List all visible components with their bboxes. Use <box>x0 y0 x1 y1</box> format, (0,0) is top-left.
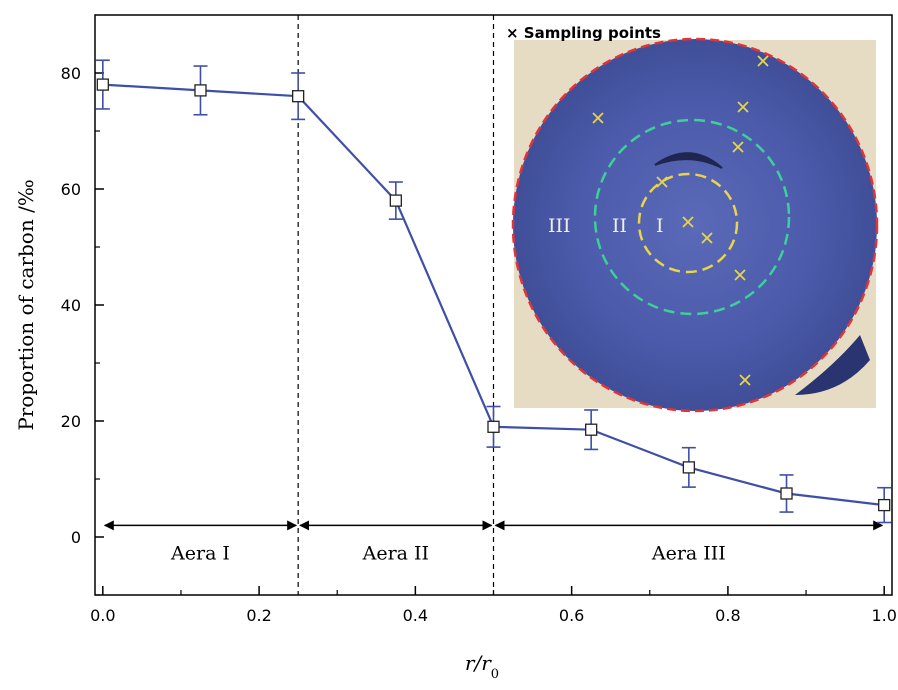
inset-disc <box>513 39 877 411</box>
x-tick-label: 1.0 <box>871 606 896 625</box>
x-axis-title-part: r <box>465 651 476 675</box>
sampling-point-mark <box>757 55 769 67</box>
y-tick-label: 40 <box>61 296 81 315</box>
data-point <box>780 487 793 500</box>
sampling-point-mark <box>734 269 746 281</box>
data-point <box>878 498 891 512</box>
y-tick-labels: 0 20 40 60 80 <box>61 64 81 547</box>
x-tick-label: 0.6 <box>559 606 584 625</box>
region-label: Aera I <box>170 542 230 564</box>
region-label: Aera III <box>651 542 726 564</box>
inset-legend: × Sampling points <box>506 24 661 42</box>
x-axis-title-part: / <box>472 651 483 675</box>
x-axis-title: r/r0 <box>465 651 499 682</box>
y-tick-label: 20 <box>61 412 81 431</box>
inset-ring-label: I <box>656 215 664 237</box>
inset-chip <box>795 335 870 395</box>
inset-legend-label: Sampling points <box>524 24 661 42</box>
inset-sampling-points <box>592 55 769 386</box>
sampling-point-stroke <box>757 55 769 67</box>
y-axis-title: Proportion of carbon /‰ <box>14 179 38 430</box>
region-boundaries <box>297 15 495 595</box>
sampling-point-mark <box>701 232 713 244</box>
sampling-point-stroke <box>701 232 713 244</box>
data-point <box>682 461 695 474</box>
sampling-point-stroke <box>682 216 694 228</box>
inset-photo: × Sampling points III II I <box>506 24 879 413</box>
inset-crack <box>654 152 723 169</box>
inset-inner-ring <box>637 172 739 274</box>
axis-ticks <box>95 72 885 596</box>
x-tick-label: 0.0 <box>90 606 115 625</box>
sampling-point-mark <box>592 112 604 124</box>
inset-legend-marker: × <box>506 24 524 42</box>
x-tick-label: 0.2 <box>246 606 271 625</box>
inset-outer-boundary <box>511 37 879 413</box>
sampling-point-mark <box>739 374 751 386</box>
y-tick-label: 60 <box>61 180 81 199</box>
x-axis-title-subscript: 0 <box>491 667 499 682</box>
sampling-point-mark <box>682 216 694 228</box>
y-tick-label: 0 <box>71 528 81 547</box>
data-point <box>389 194 402 207</box>
inset-middle-ring <box>593 118 791 316</box>
sampling-point-stroke <box>739 374 751 386</box>
inset-ring-label: II <box>612 215 627 237</box>
sampling-point-stroke <box>734 269 746 281</box>
region-label: Aera II <box>362 542 429 564</box>
data-point <box>292 90 305 103</box>
y-tick-label: 80 <box>61 64 81 83</box>
data-point <box>194 84 207 97</box>
x-tick-label: 0.4 <box>403 606 428 625</box>
region-spans: Aera I Aera II Aera III <box>103 520 884 564</box>
series-carbon <box>95 59 892 524</box>
x-axis-title-part: r <box>481 651 492 675</box>
sampling-point-stroke <box>592 112 604 124</box>
sampling-point-mark <box>656 176 668 188</box>
x-tick-label: 0.8 <box>715 606 740 625</box>
x-tick-labels: 0.0 0.2 0.4 0.6 0.8 1.0 <box>90 606 897 625</box>
sampling-point-stroke <box>656 176 668 188</box>
sampling-point-stroke <box>737 101 749 113</box>
data-point <box>487 420 500 433</box>
inset-ring-label: III <box>548 215 571 237</box>
data-point <box>585 423 598 436</box>
sampling-point-stroke <box>732 141 744 153</box>
sampling-point-mark <box>732 141 744 153</box>
sampling-point-mark <box>737 101 749 113</box>
data-point <box>96 78 109 91</box>
